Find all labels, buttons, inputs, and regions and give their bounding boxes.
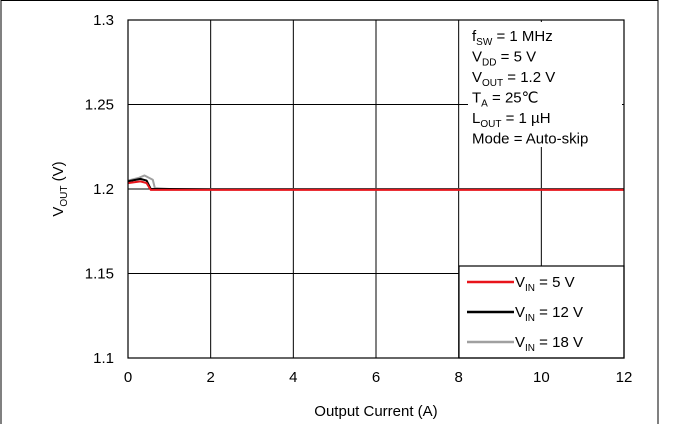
annotation-sub: SW xyxy=(476,37,493,48)
legend-label-0: VIN = 5 V xyxy=(515,274,575,294)
y-tick-label-2: 1.2 xyxy=(93,181,114,198)
y-axis-title-main: V xyxy=(50,207,67,217)
x-axis-title: Output Current (A) xyxy=(314,403,437,420)
annotation-line-1: VDD = 5 V xyxy=(472,49,536,69)
annotation-rest: = 25℃ xyxy=(488,90,539,107)
x-tick-label-1: 2 xyxy=(206,369,214,386)
x-tick-label-0: 0 xyxy=(124,369,132,386)
plot-area xyxy=(127,19,625,359)
x-tick-label-2: 4 xyxy=(289,369,297,386)
annotation-sub: A xyxy=(481,99,488,110)
y-axis-title-unit: (V) xyxy=(50,161,67,185)
y-tick-label-1: 1.15 xyxy=(85,266,114,283)
annotation-main: L xyxy=(472,110,480,127)
annotation-line-0: fSW = 1 MHz xyxy=(472,28,553,48)
tick-labels: 0 2 4 6 8 10 12 1.1 1.15 1.2 1.25 1.3 xyxy=(85,12,633,386)
series-layer xyxy=(127,174,624,191)
legend-label-2: VIN = 18 V xyxy=(515,334,583,354)
annotation-main: T xyxy=(472,90,481,107)
annotation-line-3: TA = 25℃ xyxy=(472,90,538,110)
x-tick-label-6: 12 xyxy=(616,369,633,386)
annotation-sub: OUT xyxy=(480,119,501,130)
y-tick-label-0: 1.1 xyxy=(93,350,114,367)
annotation-rest: = 1 µH xyxy=(501,110,550,127)
annotation-rest: = 1.2 V xyxy=(503,69,555,86)
x-tick-label-4: 8 xyxy=(454,369,462,386)
x-tick-label-5: 10 xyxy=(533,369,550,386)
y-tick-label-4: 1.3 xyxy=(93,12,114,29)
annotation-background xyxy=(468,22,622,147)
annotation-rest: = 1 MHz xyxy=(492,28,552,45)
annotation-main: V xyxy=(472,69,482,86)
y-axis-title: VOUT (V) xyxy=(50,161,70,216)
annotation-line-2: VOUT = 1.2 V xyxy=(472,69,555,89)
annotation-line-5: Mode = Auto-skip xyxy=(472,131,588,148)
series-line-0 xyxy=(127,180,624,191)
annotation-sub: OUT xyxy=(482,78,503,89)
x-tick-label-3: 6 xyxy=(372,369,380,386)
annotation-main: Mode = Auto-skip xyxy=(472,131,588,148)
annotation-line-4: LOUT = 1 µH xyxy=(472,110,551,130)
legend-label-1: VIN = 12 V xyxy=(515,304,583,324)
y-axis-title-sub: OUT xyxy=(59,186,70,207)
annotation-main: f xyxy=(472,28,477,45)
annotation-main: V xyxy=(472,49,482,66)
annotation-rest: = 5 V xyxy=(496,49,536,66)
y-tick-label-3: 1.25 xyxy=(85,97,114,114)
legend: VIN = 5 V VIN = 12 V VIN = 18 V xyxy=(458,265,625,359)
annotation-sub: DD xyxy=(482,58,496,69)
